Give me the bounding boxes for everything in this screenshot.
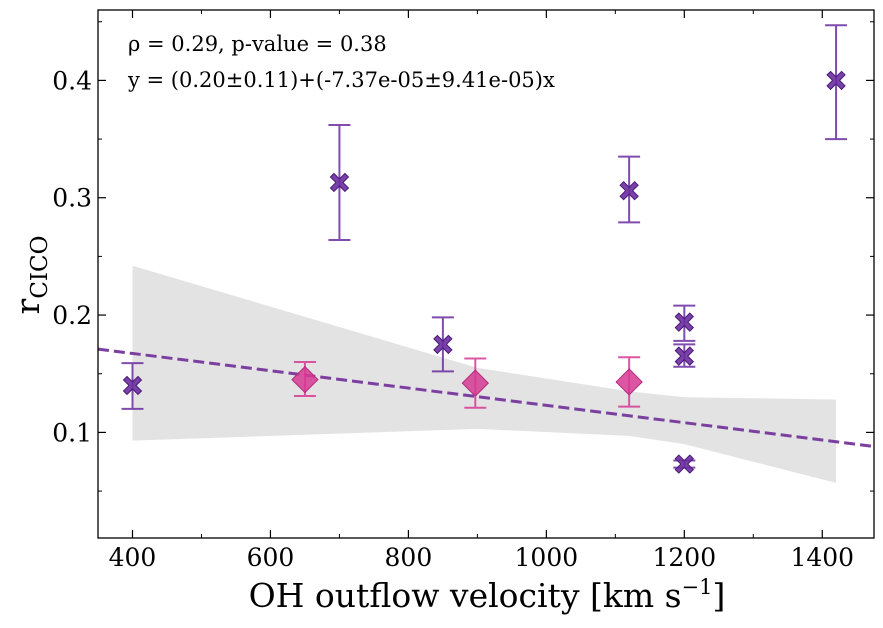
y-tick-label: 0.2 (52, 301, 92, 330)
confidence-band-layer (132, 265, 837, 483)
x-marker (329, 172, 350, 193)
x-marker (122, 375, 143, 396)
diamond-marker (291, 365, 319, 394)
x-tick-label: 1000 (515, 543, 579, 572)
x-marker (674, 346, 695, 366)
y-tick-label: 0.4 (52, 66, 92, 95)
fit-line-layer (97, 347, 875, 448)
x-tick-label: 800 (385, 543, 433, 572)
markers-layer (122, 70, 846, 474)
y-tick-label: 0.1 (52, 418, 92, 447)
fit-line (97, 347, 875, 448)
x-marker (433, 334, 453, 355)
x-tick-label: 600 (247, 543, 295, 572)
x-axis-title: OH outflow velocity [km s−1] (249, 575, 726, 615)
x-marker (826, 70, 846, 91)
annotation-fit-equation: y = (0.20±0.11)+(-7.37e-05±9.41e-05)x (127, 68, 555, 92)
x-tick-label: 1200 (652, 543, 716, 572)
x-marker (674, 454, 695, 474)
ticks-layer: 400 600 800 1000 1200 1400 0.1 0.2 0.3 0.4 (52, 10, 874, 572)
annotation-correlation: ρ = 0.29, p-value = 0.38 (128, 32, 387, 56)
x-marker (674, 312, 695, 332)
plot-frame (97, 9, 875, 539)
diamond-marker (461, 369, 490, 397)
y-tick-label: 0.3 (52, 184, 92, 213)
diamond-marker (615, 368, 643, 396)
y-axis-title: rCICO (8, 236, 53, 315)
x-tick-label: 400 (109, 543, 157, 572)
x-tick-label: 1400 (790, 543, 854, 572)
x-marker (619, 180, 639, 201)
confidence-band (132, 265, 837, 483)
